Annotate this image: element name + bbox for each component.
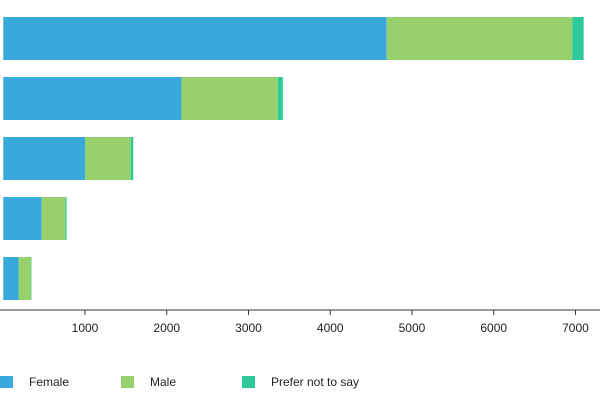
bar-segment-row5-male [18, 257, 32, 300]
x-tick-label: 7000 [562, 321, 589, 335]
bar-segment-row1-male [386, 17, 573, 60]
legend-label-prefer-not-to-say: Prefer not to say [271, 375, 359, 389]
legend-label-male: Male [150, 375, 176, 389]
bar-segment-row4-female [3, 197, 42, 240]
x-tick-label: 3000 [235, 321, 262, 335]
legend-swatch-female [0, 376, 13, 388]
bar-segment-row1-female [3, 17, 387, 60]
bar-segment-row2-male [181, 77, 278, 120]
x-tick-label: 4000 [317, 321, 344, 335]
x-tick-label: 1000 [72, 321, 99, 335]
legend-label-female: Female [29, 375, 69, 389]
x-tick-label: 2000 [153, 321, 180, 335]
bar-segment-row2-female [3, 77, 182, 120]
bar-segment-row4-prefer-not-to-say [65, 197, 67, 240]
bar-segment-row4-male [41, 197, 66, 240]
bar-segment-row1-prefer-not-to-say [572, 17, 584, 60]
legend: Female Male Prefer not to say [0, 375, 359, 389]
x-tick-label: 5000 [399, 321, 426, 335]
legend-swatch-male [121, 376, 134, 388]
bar-segment-row3-prefer-not-to-say [130, 137, 134, 180]
bar-segment-row3-female [3, 137, 86, 180]
bar-segment-row5-female [3, 257, 19, 300]
bar-segment-row3-male [85, 137, 131, 180]
x-tick-label: 6000 [480, 321, 507, 335]
bar-segment-row2-prefer-not-to-say [277, 77, 283, 120]
x-axis-ticks: 1000 2000 3000 4000 5000 6000 7000 [72, 310, 589, 335]
legend-swatch-prefer-not-to-say [242, 376, 255, 388]
bars-group [3, 17, 584, 300]
